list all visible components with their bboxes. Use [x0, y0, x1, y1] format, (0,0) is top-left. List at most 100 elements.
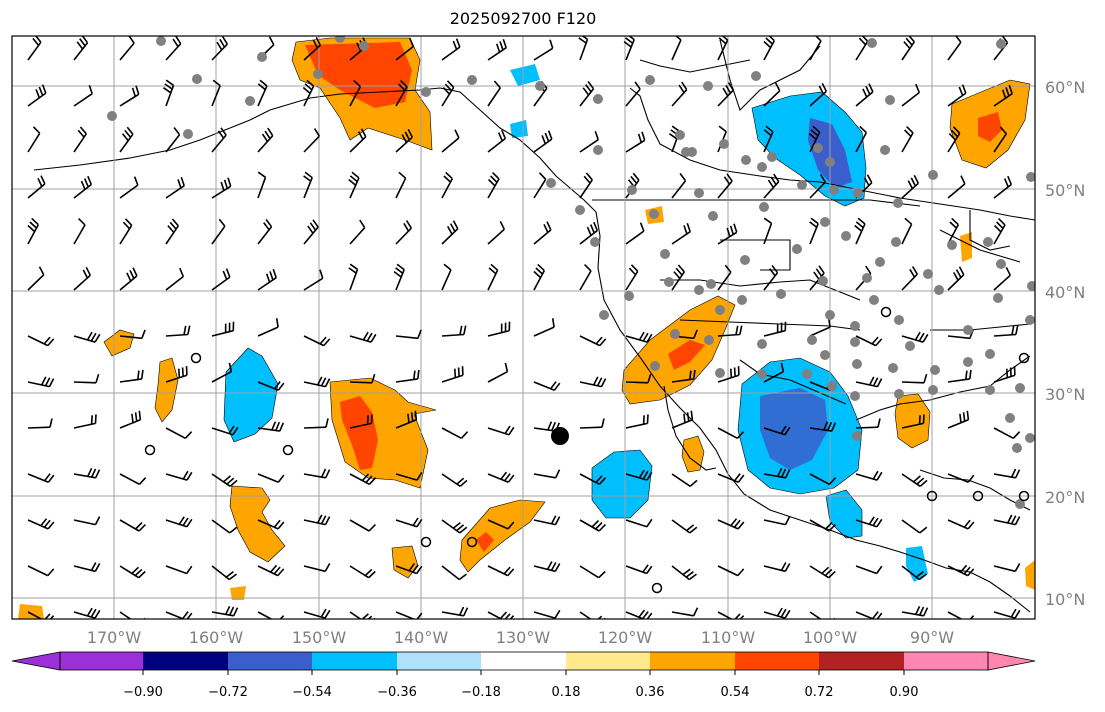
station-dot — [862, 273, 872, 283]
wind-barb — [257, 127, 274, 153]
wind-barb — [257, 171, 267, 199]
station-dot — [891, 237, 901, 247]
wind-barb — [533, 172, 547, 199]
wind-barb — [349, 519, 376, 532]
wind-barb — [717, 565, 745, 577]
station-dot — [757, 339, 767, 349]
wind-barb — [73, 516, 101, 526]
wind-barb — [211, 519, 238, 534]
station-dot — [670, 329, 680, 339]
lon-label: 160°W — [189, 628, 244, 647]
wind-barb — [441, 325, 467, 337]
colorbar-segment — [60, 652, 143, 670]
wind-barb — [625, 264, 639, 291]
wind-barb — [303, 36, 322, 61]
wind-barb — [211, 362, 233, 383]
station-dot — [107, 111, 117, 121]
lon-label: 110°W — [701, 628, 756, 647]
station-dot — [813, 143, 823, 153]
wind-barb — [257, 519, 285, 530]
colorbar-segment — [735, 652, 819, 670]
station-dot — [930, 365, 940, 375]
longitude-labels: 170°W 160°W 150°W 140°W 130°W 120°W 110°… — [87, 628, 954, 647]
station-dot — [759, 202, 769, 212]
station-dot — [421, 87, 431, 97]
wind-barb — [27, 518, 55, 530]
colorbar-frame — [59, 651, 989, 671]
wind-barb — [487, 425, 515, 436]
wind-barb — [211, 473, 238, 487]
wind-barb — [303, 514, 331, 526]
wind-barb — [211, 79, 221, 107]
wind-barb — [901, 126, 914, 153]
wind-barb — [487, 220, 506, 245]
station-dot — [757, 162, 767, 172]
wind-barb — [671, 410, 694, 429]
wind-barb — [579, 172, 593, 199]
wind-barb — [625, 373, 652, 384]
wind-barb — [487, 263, 499, 291]
station-dot — [963, 357, 973, 367]
wind-barb — [671, 36, 682, 61]
station-dot — [467, 75, 477, 85]
wind-barb — [441, 263, 452, 291]
wind-barb — [855, 125, 868, 153]
wind-barb — [947, 266, 965, 291]
wind-barb — [73, 562, 101, 573]
wind-barb — [763, 125, 774, 153]
station-dot — [820, 350, 830, 360]
wind-barb — [302, 79, 315, 107]
station-dot — [820, 217, 830, 227]
station-dot — [546, 178, 556, 188]
station-dot — [741, 155, 751, 165]
station-dot — [1012, 443, 1022, 453]
wind-barb — [27, 335, 55, 347]
latitude-labels: 60°N 50°N 40°N 30°N 20°N 10°N — [1045, 78, 1085, 609]
wind-barb — [257, 611, 285, 619]
station-dot — [875, 257, 885, 267]
station-dot — [893, 198, 903, 208]
wind-barb — [763, 362, 785, 383]
colorbar-tick-label: −0.54 — [292, 685, 332, 700]
wind-barb — [27, 565, 55, 577]
wind-barb — [487, 321, 511, 337]
station-dot — [993, 293, 1003, 303]
wind-barb — [27, 217, 40, 245]
colorbar-segment — [481, 652, 566, 670]
wind-barb — [211, 218, 226, 245]
wind-barb — [165, 176, 185, 199]
wind-barb — [303, 608, 331, 619]
wind-barb — [947, 410, 970, 429]
wind-barb — [441, 220, 459, 245]
coastlines — [33, 39, 1035, 613]
wind-barb — [579, 221, 599, 245]
lon-label: 150°W — [292, 628, 347, 647]
map-frame — [11, 35, 1036, 620]
station-dot — [850, 391, 860, 401]
wind-barb — [579, 264, 592, 291]
wind-barb — [487, 129, 507, 153]
wind-barb — [763, 467, 791, 479]
wind-barb — [211, 565, 237, 581]
wind-barb — [671, 565, 697, 581]
tropical-system-marker — [551, 427, 569, 445]
wind-barb — [73, 175, 93, 199]
wind-barb — [763, 425, 791, 436]
station-dot — [1025, 315, 1035, 325]
wind-barb — [993, 468, 1021, 479]
wind-barb — [257, 79, 268, 107]
station-dot — [715, 368, 725, 378]
wind-barb — [808, 125, 821, 153]
wind-barb — [855, 376, 883, 388]
lat-label: 20°N — [1045, 488, 1085, 507]
wind-barb — [303, 418, 329, 429]
wind-barb — [395, 171, 407, 199]
lat-label: 50°N — [1045, 181, 1085, 200]
wind-barb — [578, 36, 589, 61]
station-dot — [841, 231, 851, 241]
wind-barb — [533, 39, 554, 61]
wind-barb — [211, 605, 239, 617]
wind-barb — [257, 219, 273, 245]
wind-barb — [854, 217, 866, 245]
wind-barb — [717, 264, 732, 291]
